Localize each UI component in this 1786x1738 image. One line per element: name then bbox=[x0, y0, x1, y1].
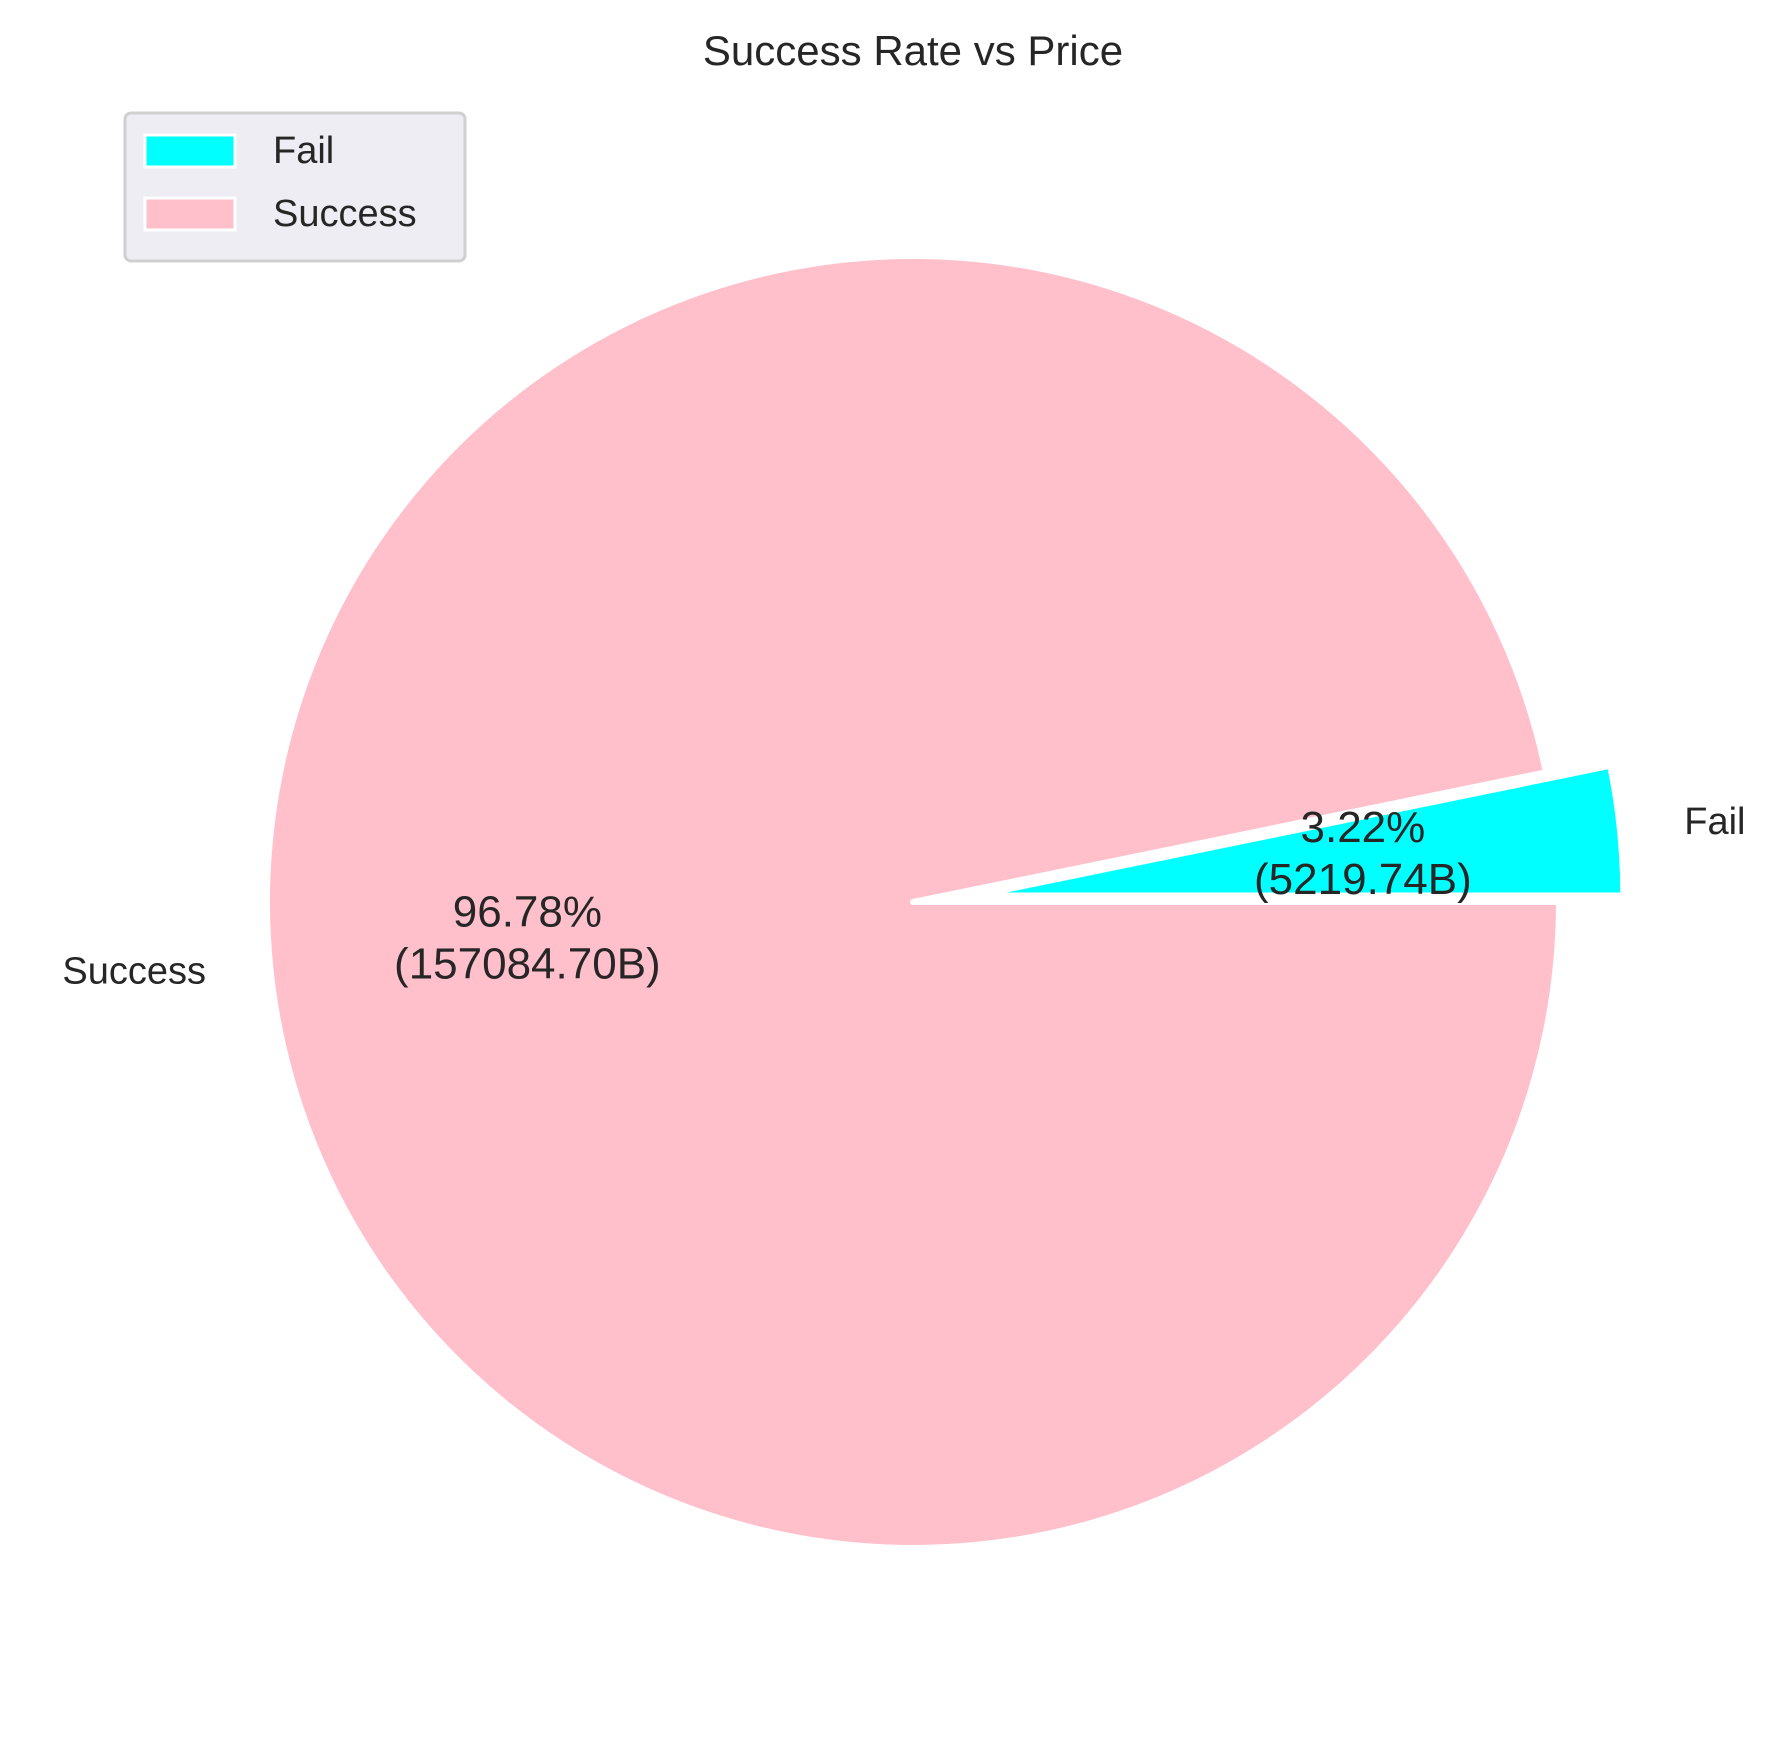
pie-slice-success bbox=[264, 252, 1562, 1551]
legend-label-fail: Fail bbox=[273, 130, 334, 172]
slice-value-success: (157084.70B) bbox=[394, 940, 661, 989]
slice-label-success: Success bbox=[62, 951, 206, 993]
chart-title: Success Rate vs Price bbox=[703, 27, 1123, 74]
legend-swatch-success bbox=[143, 196, 237, 232]
slice-percent-fail: 3.22% bbox=[1301, 803, 1426, 852]
slice-value-fail: (5219.74B) bbox=[1254, 855, 1472, 904]
legend-swatch-fail bbox=[143, 133, 237, 169]
pie-slice-fail bbox=[974, 762, 1627, 899]
slice-label-fail: Fail bbox=[1684, 801, 1745, 843]
pie-labels: Fail 3.22%(5219.74B) Success 96.78%(157084.… bbox=[62, 801, 1745, 993]
slice-percent-success: 96.78% bbox=[453, 888, 602, 937]
legend-label-success: Success bbox=[273, 193, 417, 235]
pie-slices bbox=[264, 252, 1627, 1551]
legend: Fail Success bbox=[123, 111, 467, 263]
